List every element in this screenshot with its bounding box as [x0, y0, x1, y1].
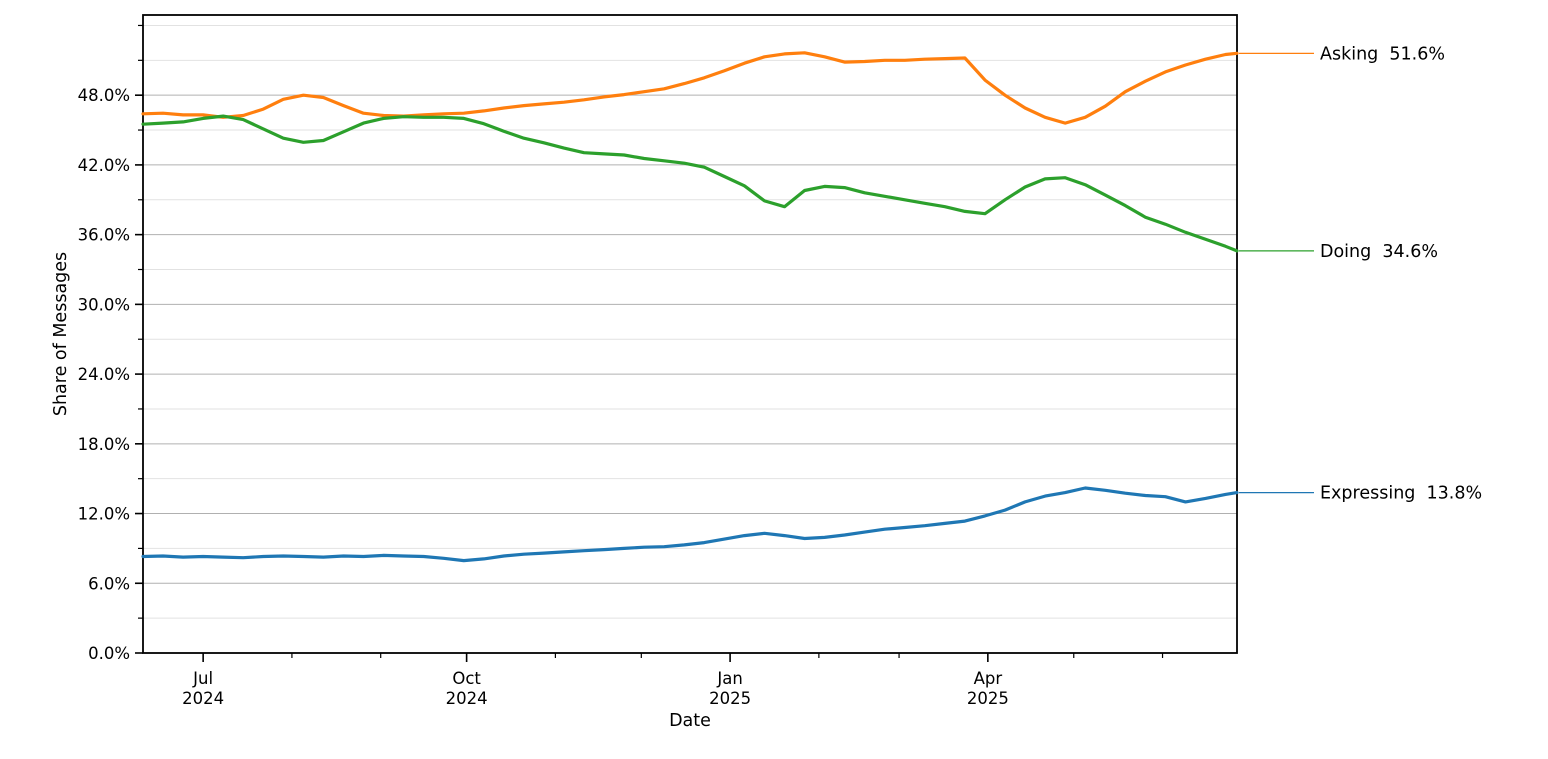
expressing-line	[141, 486, 1239, 563]
axis-ticks	[135, 24, 1164, 662]
x-tick-label: Apr 2025	[967, 669, 1009, 708]
y-tick-label: 18.0%	[78, 435, 130, 454]
asking-end-label: Asking 51.6%	[1320, 44, 1445, 64]
y-tick-label: 6.0%	[88, 574, 130, 593]
y-tick-labels: 0.0% 6.0% 12.0% 18.0% 24.0% 30.0% 36.0% 42.0% 48…	[78, 86, 130, 663]
leader-lines	[1239, 52, 1314, 494]
y-tick-label: 36.0%	[78, 226, 130, 245]
plot-border	[142, 14, 1238, 654]
series-end-labels: Asking 51.6% Doing 34.6% Expressing 13.8…	[1320, 44, 1482, 503]
expressing-end-label: Expressing 13.8%	[1320, 484, 1482, 504]
series-lines	[141, 51, 1239, 563]
y-axis-title: Share of Messages	[51, 252, 71, 416]
y-tick-label: 42.0%	[78, 156, 130, 175]
x-tick-label: Jul 2024	[182, 669, 224, 708]
y-tick-label: 24.0%	[78, 365, 130, 384]
y-tick-label: 0.0%	[88, 644, 130, 663]
asking-line	[141, 51, 1239, 125]
y-tick-label: 48.0%	[78, 86, 130, 105]
x-tick-labels: Jul 2024 Oct 2024 Jan 2025 Apr 2025	[182, 669, 1009, 708]
y-tick-label: 30.0%	[78, 295, 130, 314]
y-tick-label: 12.0%	[78, 505, 130, 524]
doing-line	[141, 114, 1239, 253]
x-tick-label: Jan 2025	[709, 669, 751, 708]
x-axis-title: Date	[669, 711, 711, 731]
minor-gridlines	[143, 24, 1237, 619]
doing-end-label: Doing 34.6%	[1320, 242, 1438, 262]
x-tick-label: Oct 2024	[446, 669, 488, 708]
